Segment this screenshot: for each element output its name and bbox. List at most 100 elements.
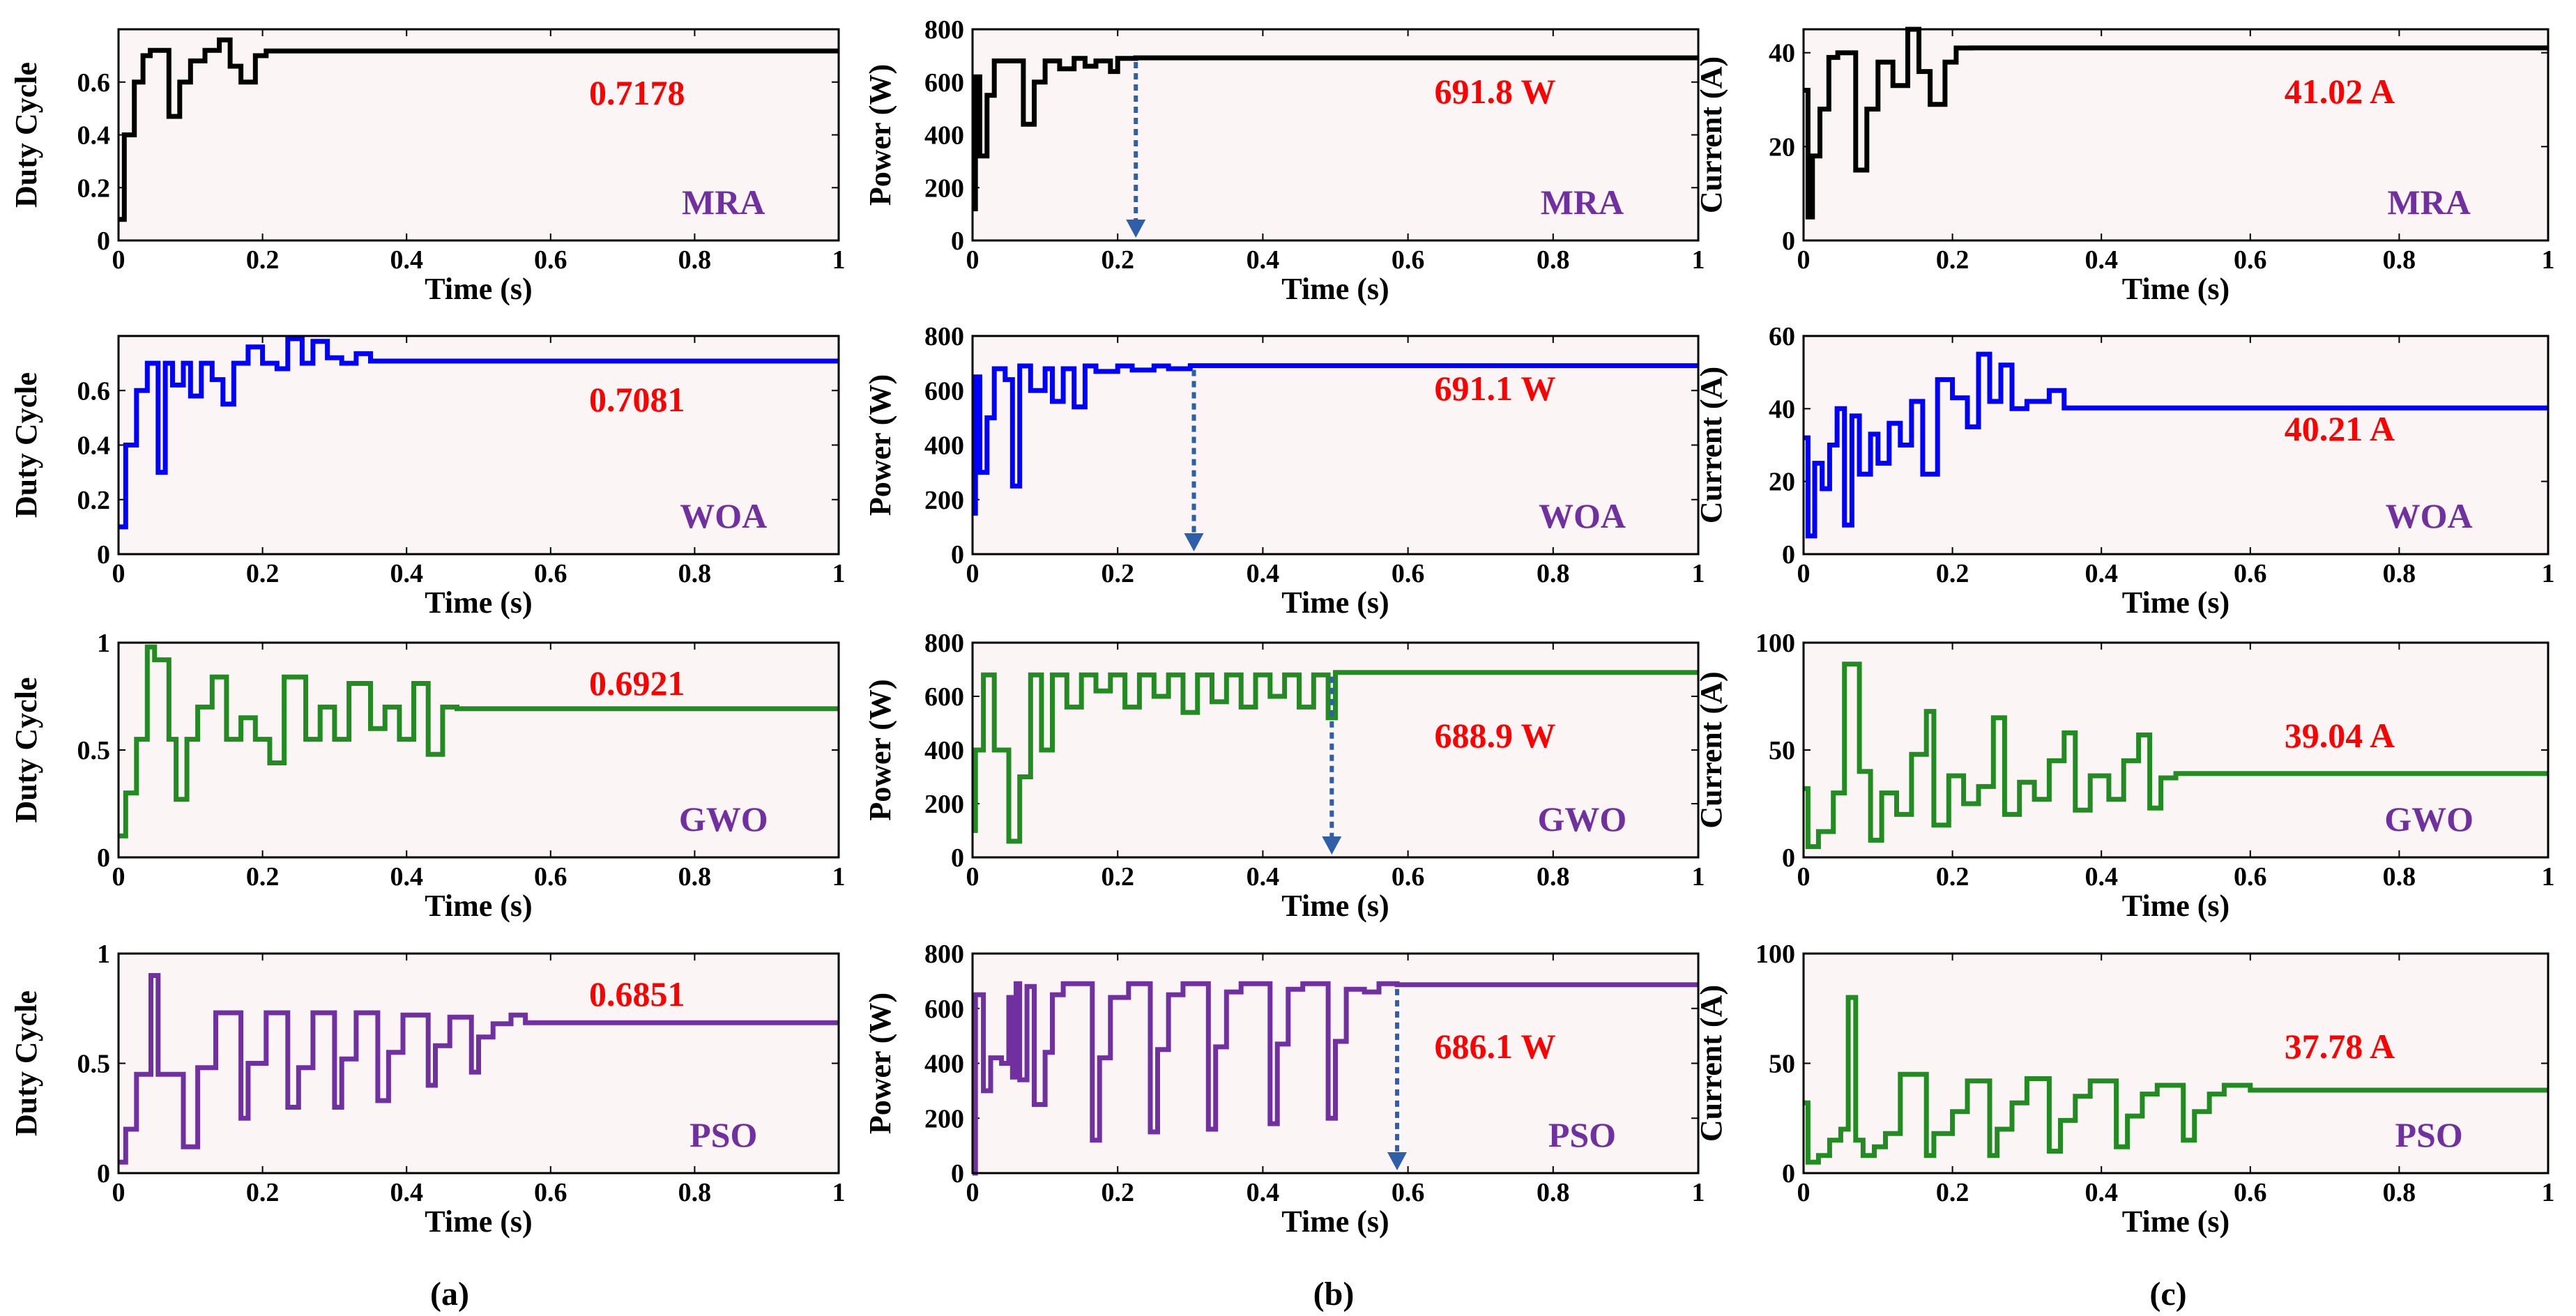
x-tick-label: 0.2 xyxy=(246,862,280,892)
final-value-label: 0.6921 xyxy=(589,664,685,703)
plot-background xyxy=(1804,29,2548,240)
x-axis-label: Time (s) xyxy=(425,1204,532,1239)
x-tick-label: 0.8 xyxy=(678,245,712,275)
x-tick-label: 1 xyxy=(1692,559,1705,588)
final-value-label: 691.8 W xyxy=(1434,72,1555,111)
x-tick-label: 0.4 xyxy=(1247,1178,1280,1207)
y-tick-label: 100 xyxy=(1755,629,1795,658)
x-tick-label: 0 xyxy=(966,559,980,588)
x-axis-label: Time (s) xyxy=(1281,889,1389,923)
y-tick-label: 400 xyxy=(924,736,964,765)
x-tick-label: 0 xyxy=(112,862,125,892)
series-line-duty-woa xyxy=(119,336,839,530)
y-tick-label: 0.2 xyxy=(77,486,111,515)
x-tick-label: 0.8 xyxy=(2383,559,2416,588)
x-axis-label: Time (s) xyxy=(2122,586,2230,620)
x-tick-label: 1 xyxy=(2542,559,2555,588)
x-tick-label: 0.6 xyxy=(2234,245,2267,275)
series-line-current-woa xyxy=(1804,351,2548,539)
y-tick-label: 50 xyxy=(1769,736,1795,765)
y-tick-label: 400 xyxy=(924,431,964,461)
algorithm-label: MRA xyxy=(682,183,765,222)
y-tick-label: 800 xyxy=(924,940,964,969)
chart-current-mra: 0 0.2 0.4 0.6 0.8 1 0 20 40 Time (s) Current (A) 41… xyxy=(1694,26,2555,306)
final-value-label: 688.9 W xyxy=(1434,716,1555,755)
final-value-label: 39.04 A xyxy=(2285,716,2395,755)
x-axis-label: Time (s) xyxy=(1281,586,1389,620)
axes-frame xyxy=(117,335,840,556)
final-value-label: 691.1 W xyxy=(1434,369,1555,408)
algorithm-label: PSO xyxy=(2395,1115,2462,1154)
chart-current-gwo: 0 0.2 0.4 0.6 0.8 1 0 50 100 Time (s) Current (A) 3… xyxy=(1694,629,2555,923)
x-tick-label: 0.6 xyxy=(2234,559,2267,588)
x-tick-label: 0 xyxy=(112,245,125,275)
x-tick-label: 0 xyxy=(112,1178,125,1207)
x-tick-label: 0 xyxy=(1797,862,1811,892)
axes-frame xyxy=(971,28,1700,242)
y-axis-label: Duty Cycle xyxy=(9,990,43,1136)
x-tick-label: 1 xyxy=(832,245,846,275)
x-tick-label: 0.4 xyxy=(390,559,423,588)
y-tick-label: 0.4 xyxy=(77,431,111,461)
y-tick-label: 400 xyxy=(924,121,964,151)
x-tick-label: 0.4 xyxy=(1247,245,1280,275)
x-tick-label: 0.4 xyxy=(1247,559,1280,588)
chart-power-mra: 0 0.2 0.4 0.6 0.8 1 0 200 400 600 800 Time (s) Power… xyxy=(863,15,1705,306)
x-tick-label: 0.8 xyxy=(1537,862,1570,892)
y-tick-label: 0.5 xyxy=(77,1050,111,1079)
y-tick-label: 600 xyxy=(924,376,964,406)
axes-frame xyxy=(1802,28,2550,242)
chart-power-gwo: 0 0.2 0.4 0.6 0.8 1 0 200 400 600 800 Time (s) Power… xyxy=(863,629,1705,923)
plot-background xyxy=(119,643,839,857)
x-tick-label: 0.8 xyxy=(1537,1178,1570,1207)
x-tick-label: 0.4 xyxy=(2085,559,2118,588)
x-axis-label: Time (s) xyxy=(425,586,532,620)
y-axis-label: Duty Cycle xyxy=(9,678,43,823)
final-value-label: 0.7081 xyxy=(589,380,685,419)
chart-duty-pso: 0 0.2 0.4 0.6 0.8 1 0 0.5 1 Time (s) Duty Cycle 0.6… xyxy=(9,940,846,1239)
y-tick-label: 50 xyxy=(1769,1050,1795,1079)
axes-frame xyxy=(1802,641,2550,859)
x-tick-label: 0.8 xyxy=(678,1178,712,1207)
y-tick-label: 0 xyxy=(951,540,964,569)
x-tick-label: 0.4 xyxy=(390,862,423,892)
final-value-label: 40.21 A xyxy=(2285,409,2395,448)
x-tick-label: 0.2 xyxy=(1101,862,1134,892)
x-tick-label: 0.8 xyxy=(2383,245,2416,275)
x-tick-label: 0 xyxy=(1797,1178,1811,1207)
x-axis-label: Time (s) xyxy=(425,272,532,306)
y-tick-label: 1 xyxy=(97,629,110,658)
axes-frame xyxy=(971,952,1700,1175)
y-axis-label: Current (A) xyxy=(1694,671,1728,828)
y-tick-label: 0 xyxy=(97,843,110,873)
x-tick-label: 1 xyxy=(832,862,846,892)
algorithm-label: GWO xyxy=(1538,799,1627,839)
series-line-duty-gwo xyxy=(119,644,839,839)
caption-c: (c) xyxy=(2149,1276,2186,1313)
x-tick-label: 0.8 xyxy=(2383,862,2416,892)
x-tick-label: 0.4 xyxy=(2085,862,2118,892)
final-value-label: 0.7178 xyxy=(589,73,685,112)
algorithm-label: GWO xyxy=(2384,799,2474,839)
y-tick-label: 20 xyxy=(1769,468,1795,497)
chart-power-pso: 0 0.2 0.4 0.6 0.8 1 0 200 400 600 800 Time (s) Power… xyxy=(863,940,1705,1239)
chart-duty-gwo: 0 0.2 0.4 0.6 0.8 1 0 0.5 1 Time (s) Duty Cycle 0.6… xyxy=(9,629,846,923)
final-value-label: 686.1 W xyxy=(1434,1027,1555,1066)
convergence-arrow-head xyxy=(1126,220,1146,238)
y-tick-label: 600 xyxy=(924,68,964,98)
x-axis-label: Time (s) xyxy=(2122,1204,2230,1239)
axes-frame xyxy=(1802,952,2550,1175)
x-tick-label: 0.2 xyxy=(246,245,280,275)
x-tick-label: 0.6 xyxy=(2234,1178,2267,1207)
y-axis-label: Power (W) xyxy=(863,993,897,1134)
final-value-label: 0.6851 xyxy=(589,974,685,1013)
y-axis-label: Power (W) xyxy=(863,64,897,206)
final-value-label: 37.78 A xyxy=(2285,1027,2395,1066)
y-tick-label: 0 xyxy=(97,540,110,569)
final-value-label: 41.02 A xyxy=(2285,72,2395,111)
algorithm-label: MRA xyxy=(1541,183,1624,222)
series-line-current-mra xyxy=(1804,26,2548,220)
x-tick-label: 0.6 xyxy=(1392,1178,1425,1207)
